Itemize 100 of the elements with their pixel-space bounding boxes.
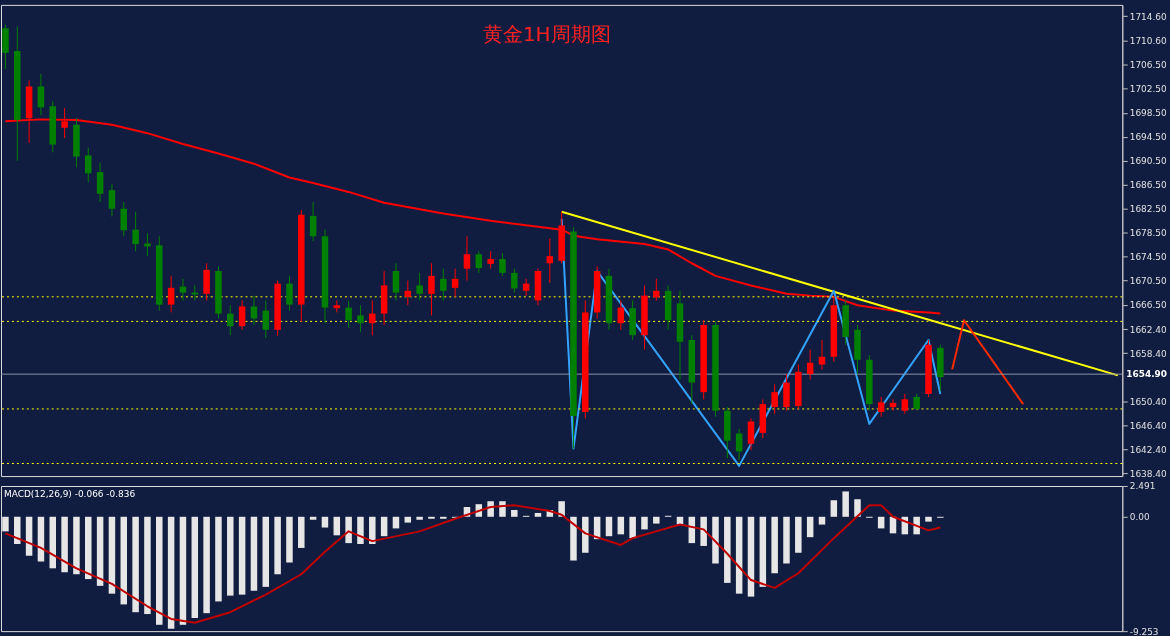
bar	[191, 516, 199, 618]
bar	[783, 516, 790, 564]
bar	[274, 516, 281, 575]
y-tick-label: 1674.50	[1129, 252, 1168, 263]
candlestick	[144, 232, 151, 257]
candlestick	[901, 393, 909, 415]
candlestick	[511, 268, 518, 294]
candlestick	[238, 299, 246, 331]
bar	[724, 516, 731, 583]
bar	[144, 516, 151, 615]
bar	[795, 516, 802, 553]
bar	[641, 516, 648, 530]
bar	[167, 516, 175, 629]
candlestick	[771, 383, 778, 415]
y-tick-label: 2.491	[1129, 481, 1156, 492]
y-tick-label: 1694.50	[1129, 132, 1168, 143]
y-tick-label: 1682.50	[1129, 204, 1168, 215]
candlestick	[345, 299, 352, 329]
bar	[854, 499, 861, 517]
y-tick-label: 1686.50	[1129, 180, 1168, 191]
candlestick	[85, 147, 92, 183]
bar	[357, 516, 364, 544]
candlestick	[747, 418, 755, 451]
bar	[203, 516, 210, 614]
bar	[309, 516, 317, 520]
candlestick	[440, 268, 447, 301]
candlestick	[877, 396, 885, 418]
bar	[250, 516, 258, 591]
candlestick	[120, 201, 128, 237]
bar	[262, 516, 270, 587]
candlestick	[96, 162, 104, 203]
candlestick	[227, 304, 234, 336]
candlestick	[203, 262, 210, 301]
bar	[227, 516, 234, 596]
y-tick-label: 1702.50	[1129, 84, 1168, 95]
bar	[712, 516, 719, 564]
y-tick-label: 1650.40	[1129, 396, 1168, 407]
candlestick	[309, 201, 317, 242]
candlestick	[475, 250, 483, 274]
y-tick-label: 1678.50	[1129, 228, 1168, 239]
candlestick	[262, 299, 270, 339]
bar	[73, 516, 80, 575]
line-series	[4, 504, 942, 624]
candlestick	[499, 252, 506, 277]
candlestick	[167, 275, 175, 313]
bar	[534, 512, 542, 517]
candlestick	[451, 268, 459, 298]
bar	[771, 516, 778, 574]
bar	[215, 516, 222, 602]
candlestick	[653, 278, 660, 301]
candlestick	[37, 73, 45, 116]
bar	[298, 516, 305, 548]
y-tick-label: 1698.50	[1129, 108, 1168, 119]
bar	[61, 516, 68, 573]
candlestick	[179, 278, 187, 301]
bar	[404, 516, 412, 523]
y-tick-label: 1666.50	[1129, 300, 1168, 311]
bar	[369, 516, 376, 544]
candlestick	[416, 272, 423, 301]
bar	[179, 516, 187, 625]
bar	[605, 516, 613, 537]
text: 黄金1H周期图	[482, 22, 611, 46]
bar	[700, 516, 707, 546]
bar	[14, 516, 21, 544]
y-tick-label: 1670.50	[1129, 276, 1168, 287]
y-tick-label: 1662.40	[1129, 324, 1168, 335]
candlestick	[463, 235, 471, 282]
y-tick-label: 1714.60	[1129, 11, 1168, 22]
bar	[321, 516, 329, 528]
candlestick	[404, 280, 412, 306]
bar	[85, 516, 92, 580]
bar	[570, 516, 577, 561]
y-tick-label: 1646.40	[1129, 420, 1168, 431]
candlestick	[818, 339, 826, 370]
candlestick	[369, 299, 376, 336]
candlestick	[250, 295, 258, 326]
ref-line-label: 1654.90	[1126, 369, 1167, 380]
y-tick-label: 1690.50	[1129, 156, 1168, 167]
bar	[132, 516, 139, 613]
y-tick-label: 0.00	[1129, 512, 1150, 523]
bar	[582, 516, 589, 553]
bar	[806, 516, 814, 538]
candlestick	[392, 262, 400, 301]
bar	[238, 516, 246, 595]
bar	[511, 509, 518, 517]
bar	[653, 516, 660, 524]
candlestick	[357, 304, 364, 333]
candlestick	[132, 211, 139, 252]
y-tick-label: -9.253	[1129, 626, 1159, 636]
bar	[380, 516, 388, 537]
bar	[286, 516, 293, 563]
bar	[416, 516, 423, 520]
bar	[629, 516, 636, 539]
y-tick-label: 1658.40	[1129, 348, 1168, 359]
candlestick	[428, 262, 435, 316]
bar	[345, 516, 352, 544]
y-tick-label: 1706.50	[1129, 60, 1168, 71]
bar	[108, 516, 116, 594]
candlestick	[108, 183, 116, 217]
y-tick-label: 1642.40	[1129, 444, 1168, 455]
